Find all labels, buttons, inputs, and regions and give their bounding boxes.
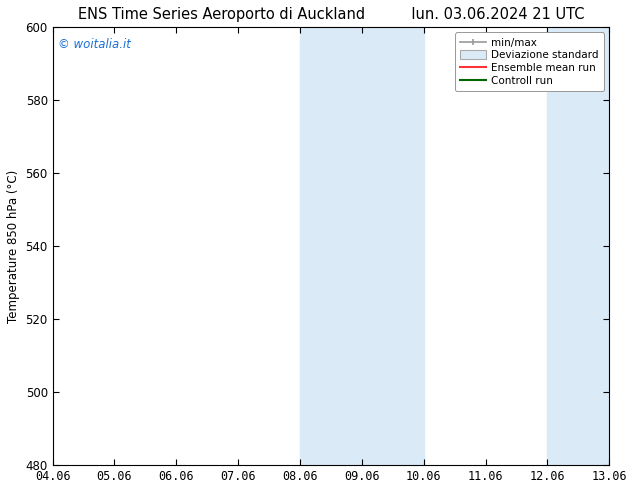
Y-axis label: Temperature 850 hPa (°C): Temperature 850 hPa (°C)	[7, 170, 20, 323]
Title: ENS Time Series Aeroporto di Auckland          lun. 03.06.2024 21 UTC: ENS Time Series Aeroporto di Auckland lu…	[78, 7, 584, 22]
Bar	[300, 27, 424, 465]
Text: © woitalia.it: © woitalia.it	[58, 38, 131, 51]
Legend: min/max, Deviazione standard, Ensemble mean run, Controll run: min/max, Deviazione standard, Ensemble m…	[455, 32, 604, 91]
Bar	[547, 27, 609, 465]
